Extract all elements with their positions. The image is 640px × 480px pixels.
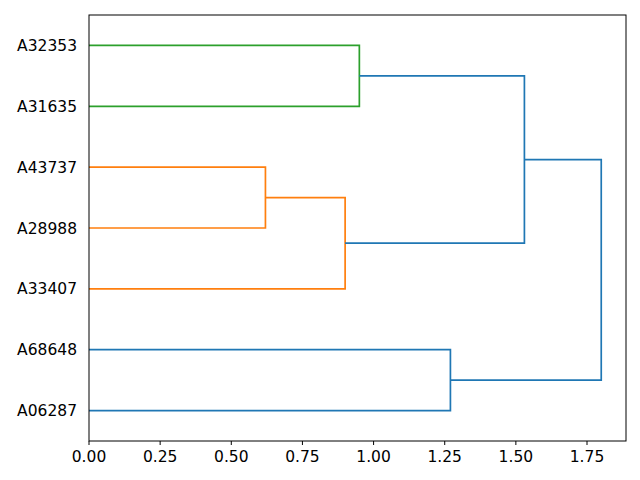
dendrogram-link bbox=[89, 198, 345, 289]
x-tick-label: 0.75 bbox=[285, 448, 320, 466]
leaf-label: A06287 bbox=[17, 402, 77, 420]
x-tick-label: 1.00 bbox=[356, 448, 391, 466]
dendrogram-figure: 0.00 0.25 0.50 0.75 1.00 1.25 1.50 1.75 A32353 A3… bbox=[0, 0, 640, 480]
dendrogram-link bbox=[89, 45, 359, 106]
dendrogram-chart: 0.00 0.25 0.50 0.75 1.00 1.25 1.50 1.75 A32353 A3… bbox=[0, 0, 640, 480]
leaf-label: A43737 bbox=[17, 159, 77, 177]
leaf-label: A28988 bbox=[17, 220, 77, 238]
leaf-label: A68648 bbox=[17, 341, 77, 359]
x-tick-label: 1.50 bbox=[499, 448, 534, 466]
leaf-label: A31635 bbox=[17, 98, 77, 116]
x-tick-label: 0.00 bbox=[72, 448, 107, 466]
x-tick-label: 1.75 bbox=[570, 448, 605, 466]
dendrogram-link bbox=[89, 350, 450, 411]
x-tick-label: 0.50 bbox=[214, 448, 249, 466]
dendrogram-link bbox=[450, 160, 601, 381]
leaf-label: A32353 bbox=[17, 37, 77, 55]
dendrogram-link bbox=[345, 76, 524, 243]
x-tick-label: 0.25 bbox=[143, 448, 178, 466]
dendrogram-link bbox=[89, 167, 265, 228]
x-tick-label: 1.25 bbox=[427, 448, 462, 466]
leaf-label: A33407 bbox=[17, 280, 77, 298]
